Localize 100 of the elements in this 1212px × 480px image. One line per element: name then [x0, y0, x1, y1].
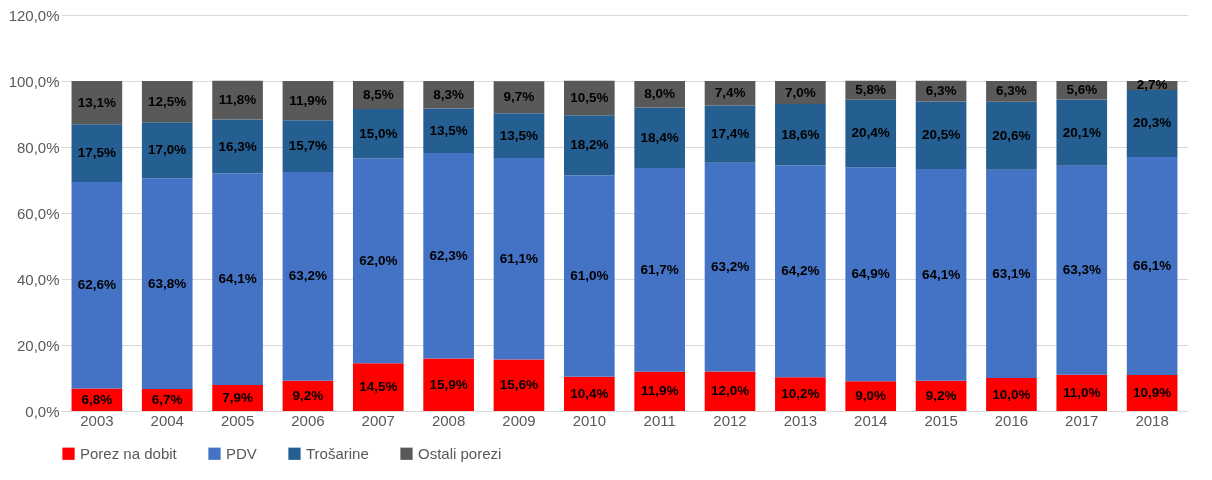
- data-label: 61,0%: [570, 268, 609, 284]
- x-tick-label: 2016: [994, 411, 1029, 429]
- x-tick-label: 2013: [783, 411, 818, 429]
- bar: [775, 165, 826, 378]
- bar: [564, 115, 615, 176]
- data-label: 63,3%: [1062, 262, 1101, 278]
- y-tick-label: 0,0%: [25, 402, 60, 420]
- x-tick-label: 2003: [80, 411, 114, 429]
- bar: [986, 169, 1037, 378]
- data-label: 9,0%: [855, 388, 887, 404]
- legend-label: Porez na dobit: [80, 444, 178, 462]
- data-label: 11,9%: [640, 383, 679, 399]
- data-label: 11,0%: [1063, 384, 1101, 400]
- x-tick-label: 2015: [924, 411, 958, 429]
- x-tick-label: 2009: [502, 411, 536, 429]
- data-label: 64,2%: [781, 263, 820, 279]
- data-label: 10,0%: [992, 386, 1031, 402]
- data-label: 15,7%: [288, 138, 328, 154]
- bar: [212, 119, 263, 174]
- bar: [704, 105, 756, 163]
- data-label: 15,0%: [359, 125, 398, 141]
- x-tick-label: 2012: [713, 411, 747, 429]
- data-label: 6,7%: [151, 391, 183, 407]
- data-label: 15,6%: [499, 377, 539, 393]
- x-tick-label: 2011: [643, 411, 676, 429]
- bar: [704, 162, 756, 372]
- data-label: 20,5%: [921, 127, 961, 143]
- data-label: 14,5%: [359, 379, 398, 395]
- x-tick-label: 2014: [854, 411, 888, 429]
- x-tick-label: 2017: [1065, 411, 1099, 429]
- data-label: 64,1%: [218, 271, 257, 287]
- y-tick-label: 60,0%: [16, 204, 60, 222]
- data-label: 63,2%: [710, 259, 750, 275]
- bar: [915, 101, 967, 170]
- data-label: 9,2%: [925, 387, 957, 403]
- data-label: 10,5%: [570, 90, 609, 105]
- bar: [423, 152, 474, 359]
- bar: [141, 178, 193, 389]
- data-label: 6,3%: [925, 83, 957, 99]
- data-label: 7,0%: [784, 84, 816, 100]
- data-label: 5,8%: [855, 82, 887, 98]
- y-tick-label: 120,0%: [8, 6, 60, 24]
- bar: [845, 99, 897, 168]
- data-label: 11,8%: [218, 92, 257, 108]
- bar: [282, 172, 334, 381]
- bar: [71, 124, 123, 182]
- data-label: 9,2%: [292, 387, 324, 403]
- x-tick-label: 2005: [220, 411, 255, 429]
- data-label: 8,3%: [433, 86, 465, 102]
- data-label: 13,5%: [429, 122, 468, 138]
- legend-label: Trošarine: [306, 444, 369, 462]
- bar: [1056, 99, 1108, 166]
- data-label: 17,4%: [710, 126, 750, 142]
- data-label: 62,6%: [77, 277, 117, 293]
- data-label: 18,4%: [640, 129, 679, 145]
- data-label: 64,9%: [851, 266, 890, 282]
- data-label: 6,3%: [996, 83, 1027, 99]
- bar: [915, 169, 967, 381]
- data-label: 20,6%: [992, 127, 1031, 143]
- y-tick-label: 80,0%: [16, 138, 60, 156]
- bar: [71, 181, 123, 389]
- x-tick-label: 2004: [150, 411, 184, 429]
- data-label: 11,9%: [289, 92, 327, 108]
- bar: [564, 175, 615, 377]
- data-label: 20,4%: [851, 125, 890, 141]
- bar: [1056, 165, 1108, 375]
- data-label: 10,2%: [781, 386, 820, 402]
- bar: [845, 167, 897, 382]
- data-label: 12,5%: [148, 93, 187, 109]
- data-label: 9,7%: [503, 89, 535, 105]
- x-tick-label: 2010: [572, 411, 607, 429]
- data-label: 6,8%: [81, 391, 113, 407]
- data-label: 63,8%: [148, 275, 187, 291]
- data-label: 64,1%: [921, 266, 961, 282]
- data-label: 8,5%: [362, 87, 394, 103]
- data-label: 15,9%: [429, 376, 468, 392]
- legend-label: PDV: [226, 444, 257, 462]
- data-label: 62,3%: [429, 247, 468, 263]
- y-tick-label: 100,0%: [8, 72, 60, 90]
- data-label: 10,4%: [570, 385, 609, 401]
- data-label: 18,6%: [781, 126, 820, 142]
- data-label: 61,1%: [499, 250, 539, 266]
- bar: [634, 168, 685, 372]
- data-label: 10,9%: [1132, 385, 1172, 401]
- y-tick-label: 20,0%: [16, 336, 60, 354]
- data-label: 61,7%: [640, 261, 679, 277]
- x-tick-label: 2006: [291, 411, 325, 429]
- x-tick-label: 2018: [1135, 411, 1169, 429]
- bar: [493, 157, 545, 360]
- data-label: 12,0%: [710, 383, 750, 399]
- bar: [1126, 156, 1178, 376]
- data-label: 13,5%: [499, 127, 539, 143]
- bar: [212, 173, 263, 385]
- bar: [352, 109, 404, 159]
- bar: [282, 120, 334, 173]
- data-label: 5,6%: [1066, 82, 1098, 98]
- bar: [1126, 89, 1178, 157]
- data-label: 7,9%: [222, 389, 253, 405]
- data-label: 63,1%: [992, 265, 1031, 281]
- data-label: 20,1%: [1062, 124, 1101, 140]
